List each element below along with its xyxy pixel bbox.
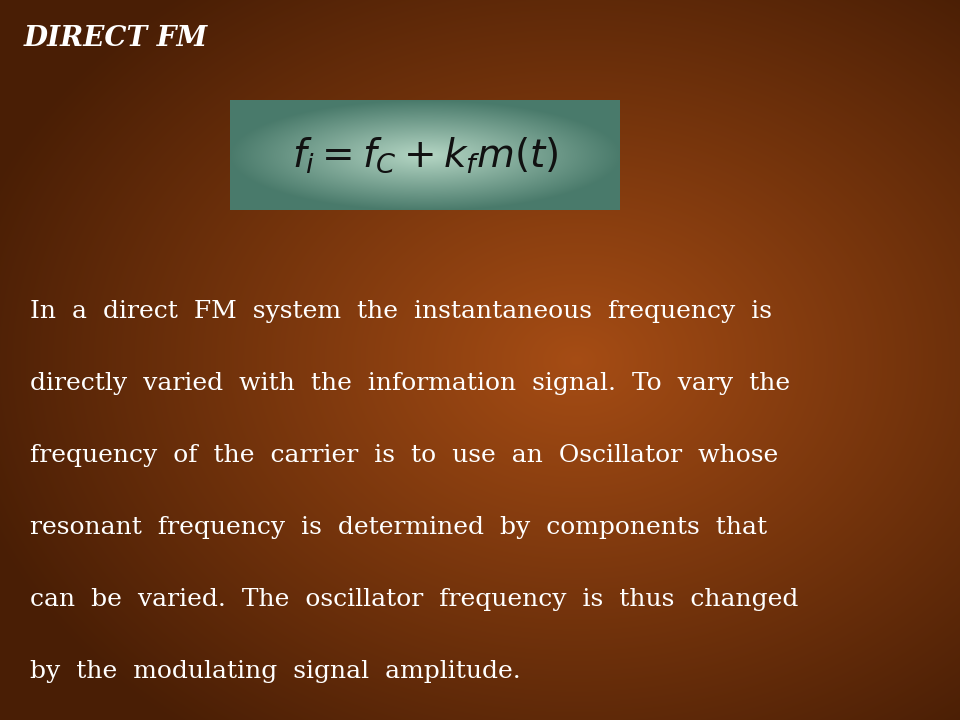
Text: frequency  of  the  carrier  is  to  use  an  Oscillator  whose: frequency of the carrier is to use an Os… (30, 444, 779, 467)
Text: can  be  varied.  The  oscillator  frequency  is  thus  changed: can be varied. The oscillator frequency … (30, 588, 799, 611)
Text: by  the  modulating  signal  amplitude.: by the modulating signal amplitude. (30, 660, 520, 683)
Text: DIRECT FM: DIRECT FM (24, 24, 208, 52)
Text: In  a  direct  FM  system  the  instantaneous  frequency  is: In a direct FM system the instantaneous … (30, 300, 772, 323)
Text: resonant  frequency  is  determined  by  components  that: resonant frequency is determined by comp… (30, 516, 767, 539)
Text: directly  varied  with  the  information  signal.  To  vary  the: directly varied with the information sig… (30, 372, 790, 395)
Text: $f_i = f_C + k_f m(t)$: $f_i = f_C + k_f m(t)$ (292, 135, 559, 175)
